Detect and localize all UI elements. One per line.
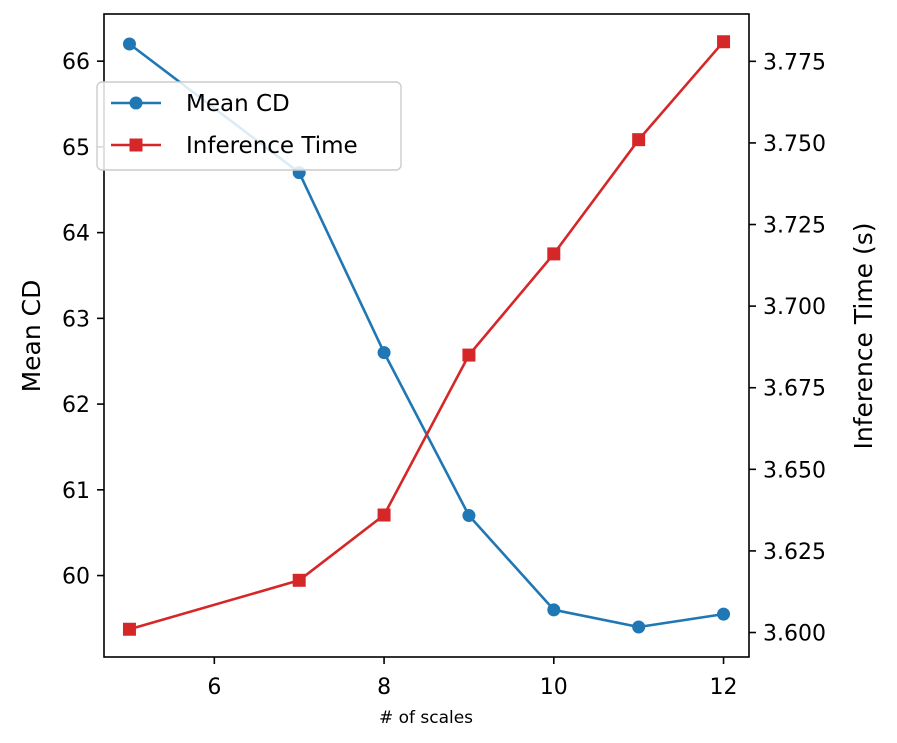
y-right-tick-label: 3.675 <box>763 377 826 402</box>
y-left-tick-label: 60 <box>62 565 90 590</box>
y-left-tick-label: 62 <box>62 393 90 418</box>
legend-label-inference-time: Inference Time <box>186 133 358 159</box>
y-left-tick-label: 64 <box>62 222 90 247</box>
legend-marker-mean-cd <box>129 96 143 110</box>
x-tick-label: 10 <box>540 675 568 700</box>
series-point-inference-time <box>632 133 646 147</box>
series-point-mean-cd <box>462 509 476 523</box>
series-point-mean-cd <box>632 620 646 634</box>
plot-frame <box>103 13 750 658</box>
y-right-tick-label: 3.600 <box>763 622 826 647</box>
legend-marker-inference-time <box>129 138 143 152</box>
series-point-inference-time <box>377 508 391 522</box>
x-axis-ticks: 6 8 10 12 <box>207 657 738 700</box>
y-right-tick-label: 3.700 <box>763 295 826 320</box>
series-point-inference-time <box>462 348 476 362</box>
series-point-inference-time <box>122 622 136 636</box>
y-right-tick-label: 3.775 <box>763 50 826 75</box>
series-point-inference-time <box>717 35 731 49</box>
y-right-tick-label: 3.650 <box>763 458 826 483</box>
y-left-tick-label: 61 <box>62 479 90 504</box>
y-right-axis-title: Inference Time (s) <box>849 222 878 449</box>
series-point-mean-cd <box>377 346 391 360</box>
y-left-tick-label: 63 <box>62 307 90 332</box>
x-axis-title: # of scales <box>379 708 473 728</box>
series-point-mean-cd <box>547 603 561 617</box>
legend-label-mean-cd: Mean CD <box>186 91 290 117</box>
series-point-inference-time <box>292 573 306 587</box>
series-layer <box>122 35 731 636</box>
series-point-mean-cd <box>122 37 136 51</box>
legend: Mean CD Inference Time <box>96 81 402 171</box>
y-left-tick-label: 66 <box>62 50 90 75</box>
y-right-tick-label: 3.725 <box>763 214 826 239</box>
legend-box <box>96 81 402 171</box>
y-right-axis-ticks: 3.600 3.625 3.650 3.675 3.700 3.725 3.750 3.775 <box>749 50 826 647</box>
y-left-axis-ticks: 60 61 62 63 64 65 66 <box>62 50 104 590</box>
series-point-mean-cd <box>717 607 731 621</box>
x-tick-label: 12 <box>710 675 738 700</box>
y-right-tick-label: 3.625 <box>763 540 826 565</box>
x-tick-label: 6 <box>207 675 221 700</box>
series-point-inference-time <box>547 247 561 261</box>
y-right-tick-label: 3.750 <box>763 132 826 157</box>
y-left-tick-label: 65 <box>62 136 90 161</box>
x-tick-label: 8 <box>377 675 391 700</box>
y-left-axis-title: Mean CD <box>17 280 46 393</box>
